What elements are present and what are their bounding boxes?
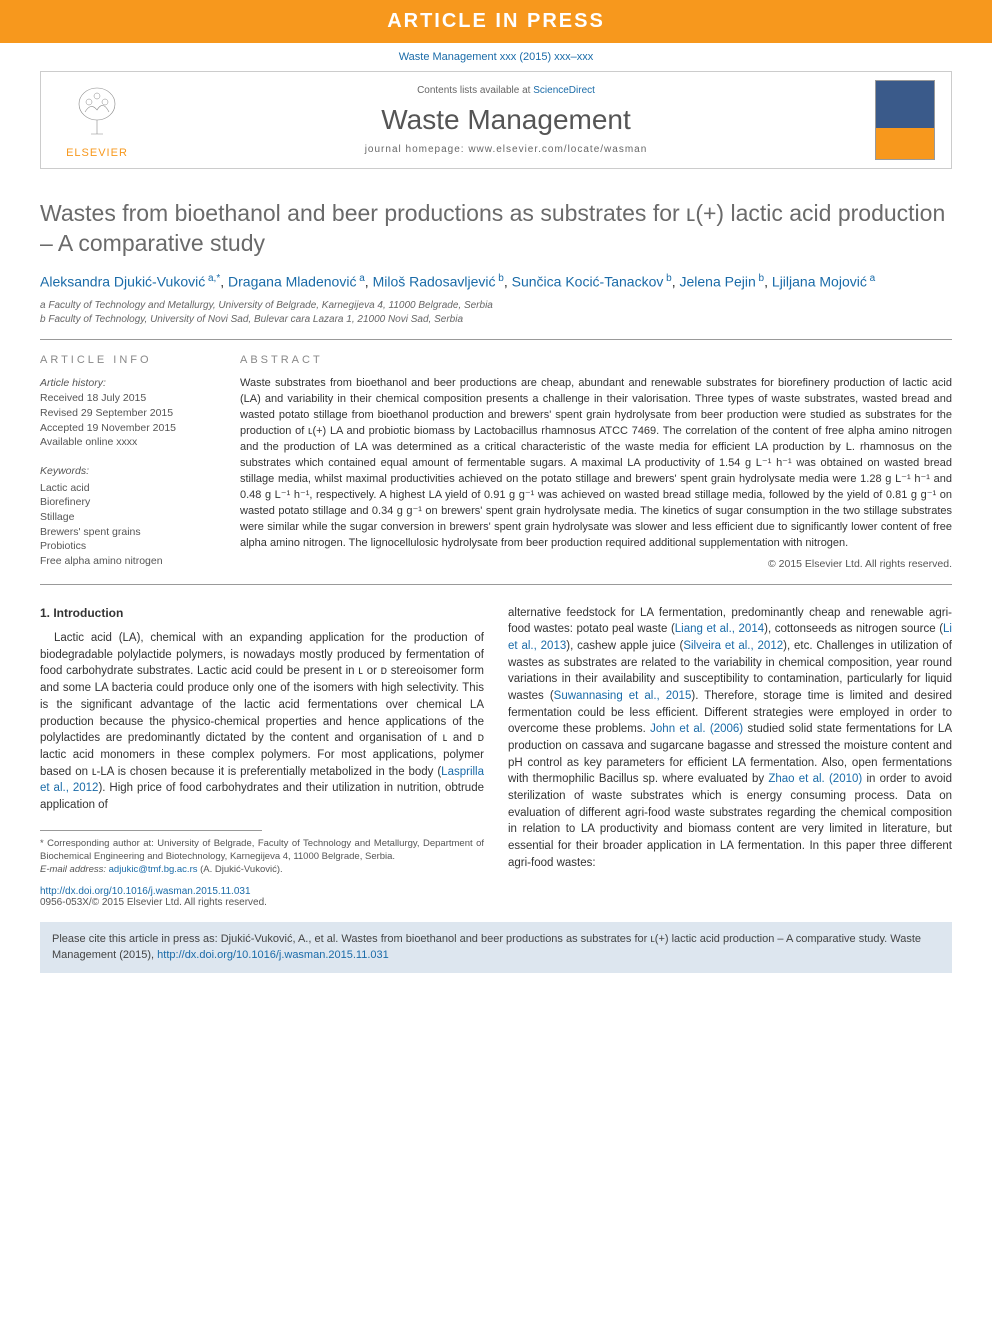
info-abstract-row: ARTICLE INFO Article history: Received 1…	[40, 340, 952, 583]
doi-link[interactable]: http://dx.doi.org/10.1016/j.wasman.2015.…	[40, 886, 251, 897]
section-1-heading: 1. Introduction	[40, 605, 484, 622]
homepage-label: journal homepage:	[365, 144, 469, 155]
citation-zhao[interactable]: Zhao et al. (2010)	[768, 773, 862, 785]
received-date: Received 18 July 2015	[40, 391, 220, 406]
divider-bottom	[40, 584, 952, 585]
keywords-label: Keywords:	[40, 465, 89, 477]
intro-p2-g: in order to avoid sterilization of waste…	[508, 773, 952, 868]
abstract-text: Waste substrates from bioethanol and bee…	[240, 376, 952, 551]
masthead-center: Contents lists available at ScienceDirec…	[137, 85, 875, 155]
online-date: Available online xxxx	[40, 435, 220, 450]
author-6[interactable]: Ljiljana Mojović	[772, 273, 867, 289]
keyword-4: Brewers' spent grains	[40, 525, 220, 540]
elsevier-wordmark: ELSEVIER	[57, 147, 137, 159]
journal-cover-thumbnail	[875, 80, 935, 160]
email-link[interactable]: adjukic@tmf.bg.ac.rs	[109, 864, 198, 875]
article-info-column: ARTICLE INFO Article history: Received 1…	[40, 354, 240, 569]
history-label: Article history:	[40, 377, 106, 389]
article-history: Article history: Received 18 July 2015 R…	[40, 376, 220, 568]
author-2-affil: a	[356, 273, 364, 284]
corresponding-footnote: * Corresponding author at: University of…	[40, 837, 484, 864]
affiliations: a Faculty of Technology and Metallurgy, …	[40, 299, 952, 327]
keyword-3: Stillage	[40, 510, 220, 525]
elsevier-logo: ELSEVIER	[57, 82, 137, 159]
citation-line: Waste Management xxx (2015) xxx–xxx	[0, 43, 992, 71]
footnote-separator	[40, 830, 262, 831]
right-column: alternative feedstock for LA fermentatio…	[508, 605, 952, 877]
email-footnote: E-mail address: adjukic@tmf.bg.ac.rs (A.…	[40, 863, 484, 876]
author-3-affil: b	[496, 273, 504, 284]
revised-date: Revised 29 September 2015	[40, 406, 220, 421]
cite-box-doi-link[interactable]: http://dx.doi.org/10.1016/j.wasman.2015.…	[157, 949, 389, 961]
author-4-affil: b	[663, 273, 671, 284]
citation-silveira[interactable]: Silveira et al., 2012	[683, 640, 783, 652]
abstract-copyright: © 2015 Elsevier Ltd. All rights reserved…	[240, 558, 952, 570]
issn-copyright: 0956-053X/© 2015 Elsevier Ltd. All right…	[40, 897, 952, 908]
contents-available-line: Contents lists available at ScienceDirec…	[137, 85, 875, 96]
article-in-press-banner: ARTICLE IN PRESS	[0, 0, 992, 43]
intro-p2-c: ), cashew apple juice (	[566, 640, 683, 652]
citation-john[interactable]: John et al. (2006)	[650, 723, 743, 735]
intro-para-2: alternative feedstock for LA fermentatio…	[508, 605, 952, 872]
intro-para-1: Lactic acid (LA), chemical with an expan…	[40, 630, 484, 813]
author-2[interactable]: Dragana Mladenović	[228, 273, 356, 289]
author-1[interactable]: Aleksandra Djukić-Vuković	[40, 273, 205, 289]
author-5-affil: b	[756, 273, 764, 284]
citation-liang[interactable]: Liang et al., 2014	[675, 623, 764, 635]
accepted-date: Accepted 19 November 2015	[40, 421, 220, 436]
corresponding-marker: *	[216, 273, 220, 284]
author-3[interactable]: Miloš Radosavljević	[373, 273, 496, 289]
journal-masthead: ELSEVIER Contents lists available at Sci…	[40, 71, 952, 169]
left-column: 1. Introduction Lactic acid (LA), chemic…	[40, 605, 484, 877]
author-5[interactable]: Jelena Pejin	[680, 273, 756, 289]
keyword-5: Probiotics	[40, 539, 220, 554]
sciencedirect-link[interactable]: ScienceDirect	[533, 85, 595, 96]
article-info-heading: ARTICLE INFO	[40, 354, 220, 366]
author-6-affil: a	[867, 273, 875, 284]
citation-suwannasing[interactable]: Suwannasing et al., 2015	[554, 690, 692, 702]
elsevier-tree-icon	[67, 82, 127, 142]
author-1-affil: a,	[205, 273, 216, 284]
intro-p1-b: ). High price of food carbohydrates and …	[40, 782, 484, 811]
journal-name: Waste Management	[137, 104, 875, 136]
keyword-6: Free alpha amino nitrogen	[40, 554, 220, 569]
body-two-column: 1. Introduction Lactic acid (LA), chemic…	[40, 605, 952, 877]
intro-p1-a: Lactic acid (LA), chemical with an expan…	[40, 632, 484, 777]
journal-homepage: journal homepage: www.elsevier.com/locat…	[137, 144, 875, 155]
author-list: Aleksandra Djukić-Vuković a,*, Dragana M…	[40, 273, 952, 290]
article-title: Wastes from bioethanol and beer producti…	[40, 199, 952, 259]
intro-p2-b: ), cottonseeds as nitrogen source (	[764, 623, 943, 635]
abstract-column: ABSTRACT Waste substrates from bioethano…	[240, 354, 952, 569]
cite-this-article-box: Please cite this article in press as: Dj…	[40, 922, 952, 973]
email-who: (A. Djukić-Vuković).	[197, 864, 282, 875]
email-label: E-mail address:	[40, 864, 109, 875]
keyword-2: Biorefinery	[40, 495, 220, 510]
affiliation-b: b Faculty of Technology, University of N…	[40, 313, 952, 327]
abstract-heading: ABSTRACT	[240, 354, 952, 366]
contents-text: Contents lists available at	[417, 85, 533, 96]
doi-block: http://dx.doi.org/10.1016/j.wasman.2015.…	[40, 886, 952, 908]
keyword-1: Lactic acid	[40, 481, 220, 496]
author-4[interactable]: Sunčica Kocić-Tanackov	[512, 273, 664, 289]
homepage-url[interactable]: www.elsevier.com/locate/wasman	[468, 144, 647, 155]
affiliation-a: a Faculty of Technology and Metallurgy, …	[40, 299, 952, 313]
